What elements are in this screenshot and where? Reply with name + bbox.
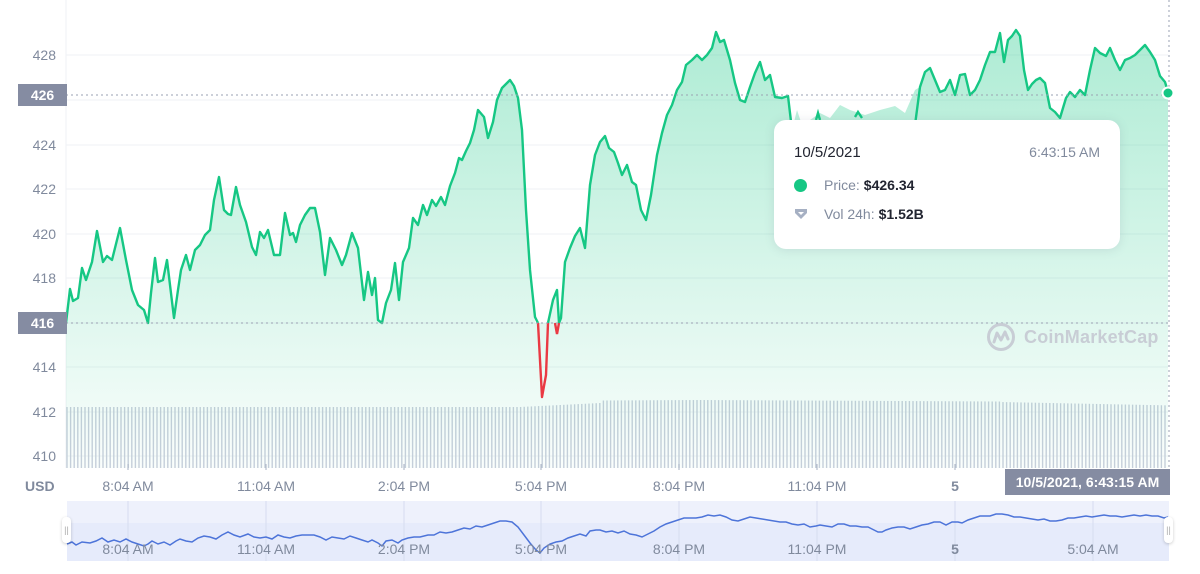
navigator-line (66, 513, 1169, 555)
tooltip-price-label: Price: (824, 177, 860, 193)
y-tick-label: 418 (32, 270, 56, 286)
navigator-label: 8:04 PM (652, 541, 706, 557)
y-tick-label: 410 (32, 448, 56, 464)
navigator-label-day: 5 (951, 541, 959, 557)
y-tick-label: 414 (32, 359, 56, 375)
x-tick-label: 8:04 PM (652, 478, 706, 494)
navigator-left-handle[interactable]: || (62, 517, 71, 543)
tooltip-price-value: $426.34 (863, 177, 915, 193)
coinmarketcap-logo-icon (987, 323, 1015, 351)
x-tick-label: 2:04 PM (377, 478, 431, 494)
tooltip-volume-value: $1.52B (878, 206, 924, 222)
price-tooltip: 10/5/2021 6:43:15 AM Price: $426.34 Vol … (774, 120, 1120, 249)
y-tick-label: 422 (32, 181, 56, 197)
tooltip-price-row: Price: $426.34 (794, 177, 914, 193)
price-dot-icon (794, 178, 807, 192)
y-open-price-label: 416 (18, 312, 67, 334)
navigator-right-handle[interactable]: || (1164, 517, 1173, 543)
x-ticks (127, 464, 956, 470)
navigator-label: 5:04 AM (1067, 541, 1119, 557)
price-area (66, 30, 1168, 468)
navigator-label: 2:04 PM (377, 541, 431, 557)
y-tick-label: 412 (32, 404, 56, 420)
current-point-marker (1161, 86, 1175, 100)
navigator-label: 8:04 AM (102, 541, 154, 557)
navigator-top-band (67, 501, 1169, 523)
x-tick-label: 11:04 PM (787, 478, 847, 494)
y-current-price-label: 426 (18, 84, 67, 106)
crosshair-time-label: 10/5/2021, 6:43:15 AM (1005, 469, 1170, 495)
price-line-down-2 (553, 322, 561, 335)
coinmarketcap-watermark: CoinMarketCap (986, 322, 1159, 352)
x-tick-label: 11:04 AM (236, 478, 296, 494)
y-tick-label: 420 (32, 226, 56, 242)
navigator-label: 11:04 PM (787, 541, 847, 557)
price-line-hidden-peaks-2 (853, 109, 863, 119)
tooltip-volume-label: Vol 24h: (824, 206, 875, 222)
y-tick-label: 424 (32, 137, 56, 153)
navigator-gridlines (127, 501, 1094, 561)
navigator-label: 5:04 PM (514, 541, 568, 557)
navigator-label: 11:04 AM (236, 541, 296, 557)
volume-shield-icon (795, 209, 807, 219)
tooltip-volume-row: Vol 24h: $1.52B (794, 206, 924, 222)
x-tick-label: 5:04 PM (514, 478, 568, 494)
currency-label: USD (25, 478, 55, 494)
price-line-hidden-peaks (814, 108, 822, 121)
x-tick-label-day: 5 (951, 478, 959, 494)
tooltip-date: 10/5/2021 (794, 144, 861, 161)
price-line-up-3 (913, 28, 1170, 126)
watermark-text: CoinMarketCap (1024, 326, 1159, 347)
tooltip-time: 6:43:15 AM (1029, 144, 1100, 160)
y-tick-label: 428 (32, 47, 56, 63)
price-line-up (64, 78, 540, 325)
x-tick-label: 8:04 AM (102, 478, 154, 494)
price-line-down (536, 322, 550, 399)
